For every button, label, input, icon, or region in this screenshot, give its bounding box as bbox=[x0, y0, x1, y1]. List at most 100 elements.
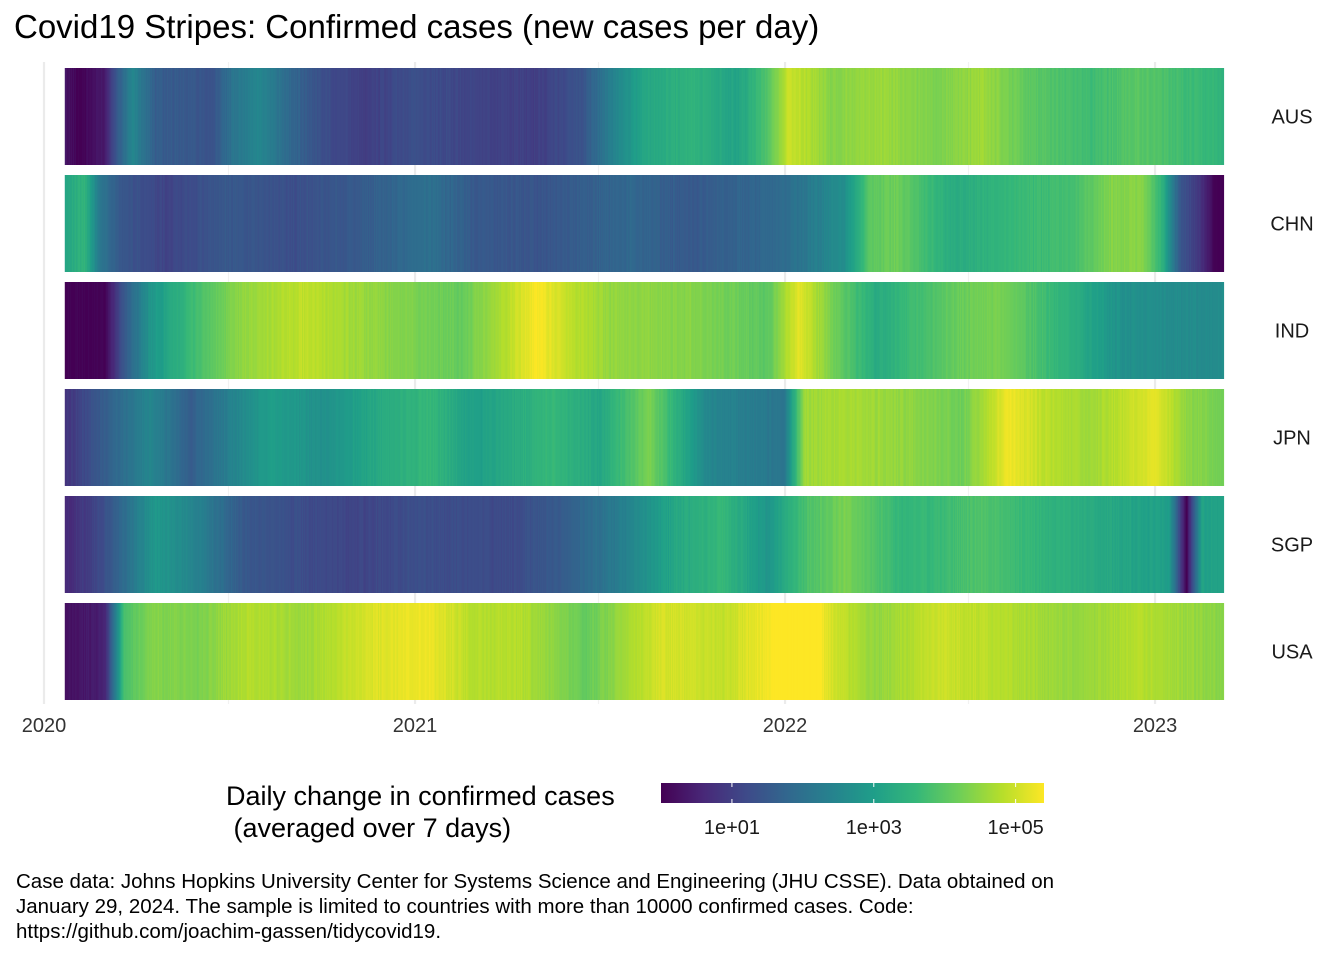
day-stripe bbox=[1062, 282, 1064, 379]
day-stripe bbox=[757, 282, 759, 379]
day-stripe bbox=[253, 68, 255, 165]
day-stripe bbox=[99, 389, 101, 486]
day-stripe bbox=[632, 389, 635, 486]
day-stripe bbox=[846, 175, 848, 272]
day-stripe bbox=[917, 389, 919, 486]
day-stripe bbox=[463, 496, 465, 593]
day-stripe bbox=[282, 282, 285, 379]
day-stripe bbox=[432, 175, 435, 272]
day-stripe bbox=[503, 282, 506, 379]
day-stripe bbox=[747, 282, 749, 379]
day-stripe bbox=[85, 282, 87, 379]
day-stripe bbox=[757, 68, 759, 165]
day-stripe bbox=[1111, 282, 1114, 379]
day-stripe bbox=[376, 496, 378, 593]
day-stripe bbox=[944, 389, 947, 486]
day-stripe bbox=[1207, 175, 1209, 272]
day-stripe bbox=[272, 389, 275, 486]
day-stripe bbox=[874, 68, 877, 165]
day-stripe bbox=[216, 282, 219, 379]
day-stripe bbox=[905, 175, 907, 272]
day-stripe bbox=[411, 282, 414, 379]
day-stripe bbox=[136, 282, 139, 379]
day-stripe bbox=[343, 68, 346, 165]
day-stripe bbox=[834, 68, 836, 165]
day-stripe bbox=[659, 175, 662, 272]
day-stripe bbox=[924, 282, 927, 379]
day-stripe bbox=[201, 175, 204, 272]
day-stripe bbox=[546, 68, 548, 165]
day-stripe bbox=[1145, 175, 1148, 272]
day-stripe bbox=[517, 282, 520, 379]
day-stripe bbox=[181, 389, 183, 486]
day-stripe bbox=[267, 175, 270, 272]
day-stripe bbox=[1119, 68, 1121, 165]
day-stripe bbox=[778, 68, 781, 165]
day-stripe bbox=[985, 282, 987, 379]
day-stripe bbox=[329, 282, 331, 379]
day-stripe bbox=[1163, 282, 1166, 379]
day-stripe bbox=[752, 282, 754, 379]
day-stripe bbox=[190, 282, 193, 379]
day-stripe bbox=[384, 175, 386, 272]
day-stripe bbox=[1210, 282, 1212, 379]
day-stripe bbox=[668, 389, 671, 486]
day-stripe bbox=[112, 175, 115, 272]
day-stripe bbox=[239, 496, 241, 593]
day-stripe bbox=[399, 389, 401, 486]
day-stripe bbox=[1151, 175, 1154, 272]
day-stripe bbox=[735, 282, 738, 379]
day-stripe bbox=[291, 496, 294, 593]
day-stripe bbox=[638, 282, 641, 379]
day-stripe bbox=[850, 175, 853, 272]
day-stripe bbox=[923, 282, 926, 379]
day-stripe bbox=[147, 389, 150, 486]
day-stripe bbox=[578, 175, 581, 272]
day-stripe bbox=[175, 175, 177, 272]
day-stripe bbox=[995, 68, 998, 165]
day-stripe bbox=[287, 175, 290, 272]
day-stripe bbox=[294, 496, 297, 593]
day-stripe bbox=[170, 496, 172, 593]
day-stripe bbox=[281, 389, 284, 486]
day-stripe bbox=[450, 175, 452, 272]
day-stripe bbox=[227, 282, 230, 379]
day-stripe bbox=[305, 282, 307, 379]
day-stripe bbox=[739, 175, 742, 272]
day-stripe bbox=[717, 389, 720, 486]
day-stripe bbox=[561, 175, 564, 272]
day-stripe bbox=[334, 68, 337, 165]
day-stripe bbox=[525, 282, 527, 379]
day-stripe bbox=[90, 282, 92, 379]
day-stripe bbox=[104, 175, 106, 272]
day-stripe bbox=[801, 389, 804, 486]
day-stripe bbox=[687, 282, 689, 379]
day-stripe bbox=[774, 282, 777, 379]
day-stripe bbox=[876, 389, 879, 486]
day-stripe bbox=[342, 175, 345, 272]
day-stripe bbox=[343, 282, 346, 379]
day-stripe bbox=[110, 496, 113, 593]
day-stripe bbox=[617, 389, 619, 486]
day-stripe bbox=[754, 68, 756, 165]
day-stripe bbox=[190, 389, 193, 486]
day-stripe bbox=[580, 175, 583, 272]
day-stripe bbox=[889, 282, 892, 379]
day-stripe bbox=[312, 175, 314, 272]
day-stripe bbox=[681, 389, 683, 486]
day-stripe bbox=[546, 282, 548, 379]
day-stripe bbox=[1187, 282, 1189, 379]
day-stripe bbox=[575, 389, 578, 486]
day-stripe bbox=[628, 175, 631, 272]
day-stripe bbox=[986, 282, 988, 379]
day-stripe bbox=[1141, 175, 1143, 272]
day-stripe bbox=[635, 175, 638, 272]
day-stripe bbox=[407, 496, 410, 593]
day-stripe bbox=[739, 282, 742, 379]
day-stripe bbox=[433, 496, 436, 593]
day-stripe bbox=[599, 389, 601, 486]
day-stripe bbox=[264, 68, 267, 165]
day-stripe bbox=[920, 68, 922, 165]
day-stripe bbox=[582, 282, 585, 379]
day-stripe bbox=[555, 389, 558, 486]
